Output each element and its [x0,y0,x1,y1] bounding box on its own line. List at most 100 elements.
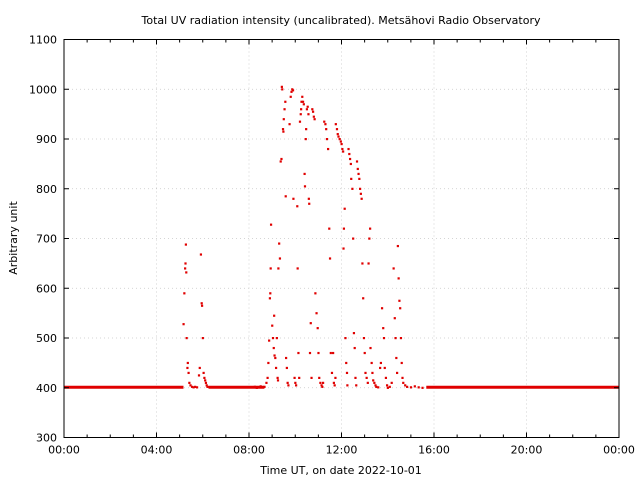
data-point [305,108,309,111]
data-point [303,185,307,188]
data-point [417,386,420,389]
data-point [336,133,339,136]
data-point [343,207,346,210]
data-point [204,381,208,384]
data-point [327,147,330,151]
data-point [296,267,299,270]
data-point [183,292,186,295]
data-point [394,337,397,340]
data-point [384,376,388,379]
data-point [298,120,302,123]
y-tick-label: 700 [36,233,57,246]
data-point [390,381,393,384]
data-point [323,120,326,123]
data-point [342,247,345,250]
data-point [286,381,289,384]
data-point [259,385,262,388]
data-point [353,346,356,350]
data-point [188,381,191,384]
data-point [379,366,382,370]
data-point [399,307,402,310]
data-point [184,243,187,246]
data-point [280,85,283,88]
data-point [325,138,329,141]
data-point [271,337,275,340]
data-point [396,244,399,248]
data-point [363,351,366,355]
data-point [355,160,359,163]
data-point [202,371,205,375]
x-tick-label: 16:00 [418,444,450,457]
data-point [362,337,366,340]
data-point [281,88,284,91]
data-point [380,307,384,310]
data-point [204,379,207,382]
data-point [305,128,308,131]
data-point [367,262,370,265]
data-point [269,292,272,295]
data-point [325,128,328,131]
data-point [334,376,337,379]
data-point [274,356,277,360]
data-point [400,361,403,365]
data-point [265,381,268,384]
data-point [352,332,356,335]
data-point [340,142,343,146]
x-axis-label: Time UT, on date 2022-10-01 [259,464,422,477]
data-point [187,371,190,375]
data-point [287,384,290,387]
data-point [186,361,189,365]
data-point [274,366,278,370]
data-point [314,292,317,295]
data-point [185,337,188,340]
data-point [273,314,276,317]
data-point [351,187,354,190]
data-point [303,172,306,176]
data-point [255,386,258,389]
x-tick-label: 04:00 [141,444,173,457]
data-point [366,381,369,384]
data-point [302,103,305,106]
data-point [195,386,199,389]
data-point [184,262,187,265]
data-point [192,386,195,389]
data-point [184,267,187,270]
data-point [358,177,361,180]
data-point [357,172,360,176]
data-point [271,324,274,327]
data-point [190,385,194,388]
data-point [310,376,313,379]
data-point [313,118,316,121]
x-tick-label: 20:00 [511,444,543,457]
data-point [194,385,197,388]
y-tick-label: 1000 [29,83,57,96]
data-point [317,351,320,355]
data-point [318,376,321,379]
data-point [282,130,285,133]
data-point [278,257,282,260]
y-tick-label: 900 [36,133,57,146]
data-point [292,197,295,200]
data-point [198,366,201,370]
data-point [350,177,353,180]
data-point [284,195,287,198]
data-point [371,371,374,375]
data-point [404,384,407,387]
data-point [329,351,332,355]
data-point [421,386,424,389]
data-point [324,123,327,126]
y-axis-label: Arbitrary unit [7,201,20,275]
data-point [268,297,272,300]
data-point [356,167,359,171]
data-point [360,197,363,200]
data-point [311,110,315,113]
data-point [206,385,209,388]
data-point [276,379,280,382]
data-point [393,317,396,320]
data-point [409,386,413,389]
data-point [401,376,404,379]
data-point [369,227,372,230]
data-point [197,374,201,377]
data-point [272,346,275,350]
